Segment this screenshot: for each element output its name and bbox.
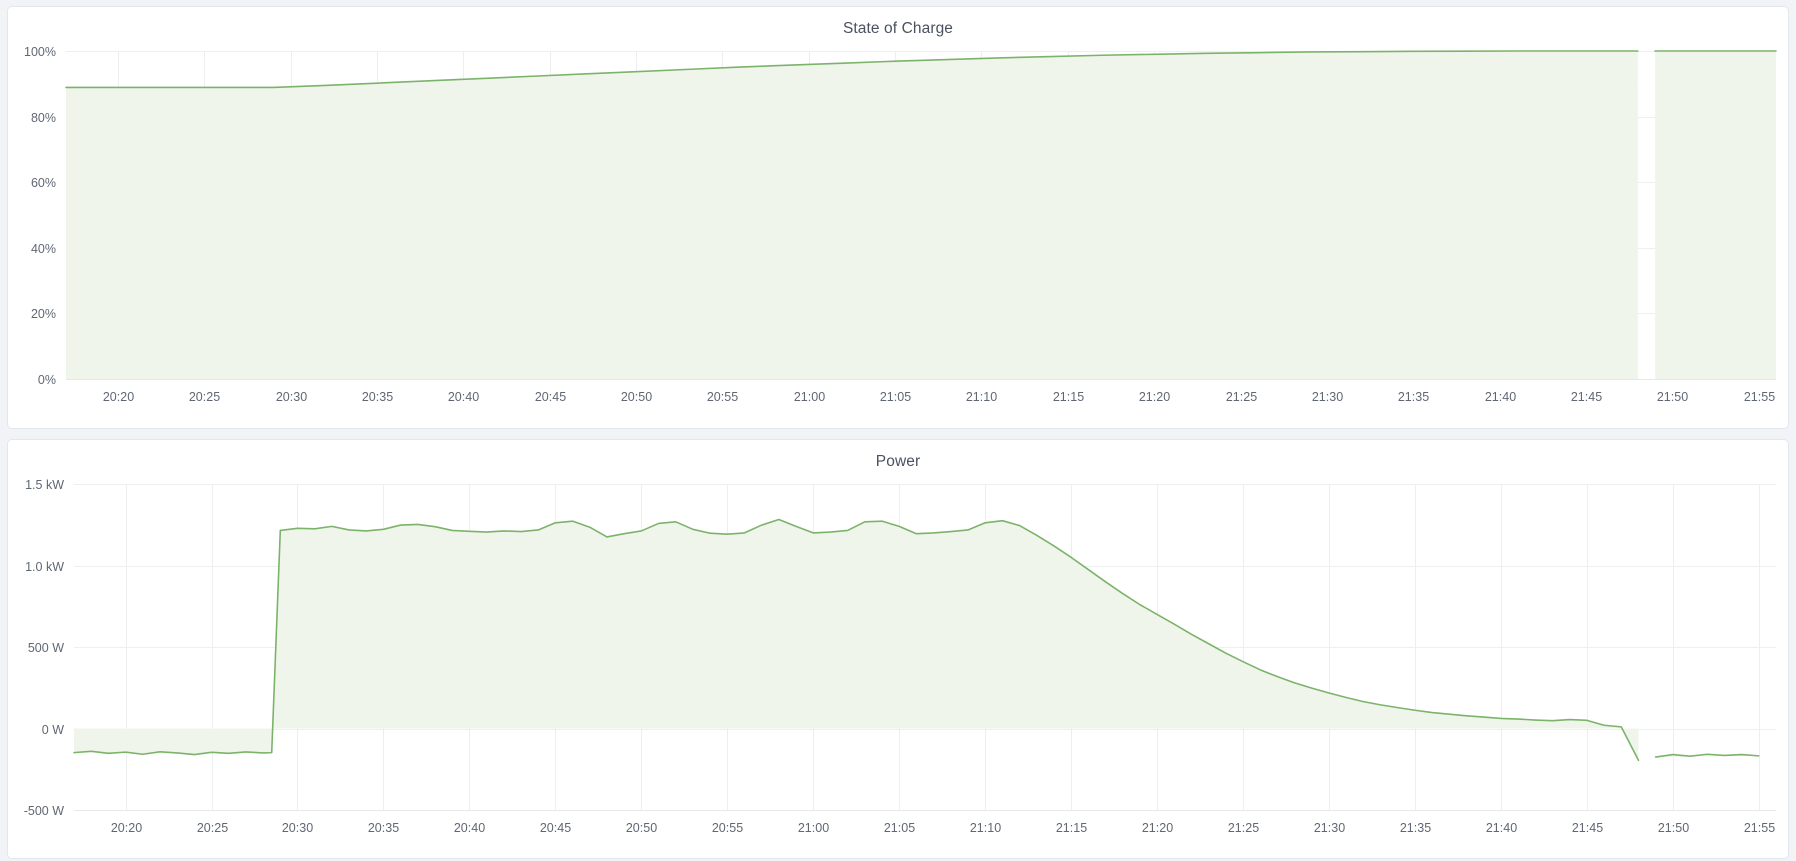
series-area-fill	[74, 519, 1639, 761]
x-axis-tick-label: 20:20	[111, 821, 142, 835]
y-axis-tick-label: 0 W	[42, 723, 64, 737]
panel-title-power: Power	[875, 453, 921, 470]
x-axis-tick-label: 21:25	[1226, 390, 1257, 404]
x-axis-tick-label: 20:25	[197, 821, 228, 835]
y-axis-tick-label: 60%	[31, 176, 56, 190]
x-axis-tick-label: 21:15	[1056, 821, 1087, 835]
x-axis-tick-label: 21:35	[1400, 821, 1431, 835]
y-axis-tick-label: -500 W	[24, 804, 64, 818]
x-axis-tick-label: 21:55	[1744, 821, 1775, 835]
x-axis-tick-label: 21:30	[1312, 390, 1343, 404]
chart-svg: 0% 20% 40% 60% 80% 100% 20:20 20:25 20:30 20:35 20…	[24, 45, 1777, 404]
x-axis-tick-label: 21:15	[1053, 390, 1084, 404]
y-axis-tick-label: 500 W	[28, 641, 64, 655]
x-axis-tick-label: 20:50	[621, 390, 652, 404]
x-axis-tick-label: 20:40	[454, 821, 485, 835]
y-axis-tick-label: 40%	[31, 242, 56, 256]
x-axis-tick-label: 20:30	[282, 821, 313, 835]
chart-state-of-charge[interactable]: 0% 20% 40% 60% 80% 100% 20:20 20:25 20:30 20:35 20…	[8, 35, 1788, 417]
x-axis-tick-label: 21:40	[1486, 821, 1517, 835]
x-axis-tick-label: 21:40	[1485, 390, 1516, 404]
y-axis-tick-label: 100%	[24, 45, 56, 59]
x-axis-tick-label: 21:30	[1314, 821, 1345, 835]
panel-power: Power -500 W 0 W 500 W 1.0 kW 1.5 kW 20:20 20:…	[7, 439, 1789, 859]
x-axis-tick-label: 20:30	[276, 390, 307, 404]
series-area-fill	[66, 51, 1638, 379]
chart-svg: -500 W 0 W 500 W 1.0 kW 1.5 kW 20:20 20:25 20:3…	[24, 478, 1776, 835]
x-axis-tick-label: 20:35	[362, 390, 393, 404]
x-axis-tick-label: 21:55	[1744, 390, 1775, 404]
series-line	[65, 50, 1639, 89]
series-area-fill	[1655, 51, 1776, 379]
x-axis-tick-label: 21:05	[880, 390, 911, 404]
x-axis-tick-label: 21:45	[1572, 821, 1603, 835]
x-axis-tick-label: 20:45	[535, 390, 566, 404]
x-axis-tick-label: 20:50	[626, 821, 657, 835]
x-axis-tick-label: 21:50	[1657, 390, 1688, 404]
x-axis-tick-label: 21:20	[1139, 390, 1170, 404]
x-axis-tick-label: 20:55	[707, 390, 738, 404]
series-area-fill	[1655, 754, 1759, 758]
y-axis-tick-label: 0%	[38, 373, 56, 387]
x-axis-tick-label: 20:20	[103, 390, 134, 404]
panel-title-state-of-charge: State of Charge	[842, 20, 954, 37]
series-line	[1654, 753, 1760, 758]
x-axis-tick-label: 21:10	[966, 390, 997, 404]
x-axis-tick-label: 20:40	[448, 390, 479, 404]
x-axis-tick-label: 20:25	[189, 390, 220, 404]
x-axis-tick-label: 21:05	[884, 821, 915, 835]
y-axis-tick-label: 20%	[31, 307, 56, 321]
series-line	[73, 518, 1640, 762]
chart-power[interactable]: -500 W 0 W 500 W 1.0 kW 1.5 kW 20:20 20:25 20:3…	[8, 468, 1788, 848]
x-axis-tick-label: 21:45	[1571, 390, 1602, 404]
x-axis-tick-label: 20:45	[540, 821, 571, 835]
x-axis-tick-label: 21:25	[1228, 821, 1259, 835]
y-axis-tick-label: 1.5 kW	[25, 478, 64, 492]
x-axis-tick-label: 21:20	[1142, 821, 1173, 835]
x-axis-tick-label: 20:35	[368, 821, 399, 835]
x-axis-tick-label: 20:55	[712, 821, 743, 835]
x-axis-tick-label: 21:00	[798, 821, 829, 835]
y-axis-tick-label: 1.0 kW	[25, 560, 64, 574]
x-axis-tick-label: 21:00	[794, 390, 825, 404]
x-axis-tick-label: 21:35	[1398, 390, 1429, 404]
panel-state-of-charge: State of Charge 0% 20% 40% 60% 80% 100% 20:20 2…	[7, 6, 1789, 429]
x-axis-tick-label: 21:50	[1658, 821, 1689, 835]
x-axis-tick-label: 21:10	[970, 821, 1001, 835]
y-axis-tick-label: 80%	[31, 111, 56, 125]
